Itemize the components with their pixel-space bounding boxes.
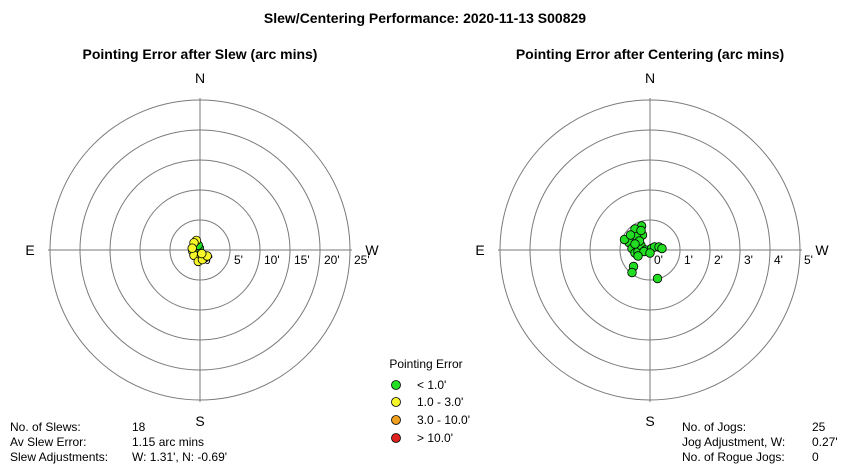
legend-label: 1.0 - 3.0'	[417, 395, 463, 409]
stat-label: No. of Rogue Jogs:	[682, 450, 785, 464]
stat-value: 1.15 arc mins	[132, 435, 204, 449]
centering-tick-label: 2'	[714, 253, 723, 267]
slew-tick-label: 25'	[354, 253, 370, 267]
legend-title: Pointing Error	[389, 357, 462, 371]
centering-south-label: S	[645, 413, 654, 429]
centering-tick-label: 3'	[744, 253, 753, 267]
legend: Pointing Error < 1.0' 1.0 - 3.0' 3.0 - 1…	[389, 357, 470, 445]
slew-south-label: S	[195, 413, 204, 429]
centering-west-label: W	[815, 242, 829, 258]
figure-title: Slew/Centering Performance: 2020-11-13 S…	[264, 10, 586, 26]
centering-plot: Pointing Error after Centering (arc mins…	[475, 46, 829, 429]
centering-data-point	[630, 239, 640, 249]
legend-item: > 10.0'	[391, 431, 453, 445]
slew-data-point	[187, 243, 197, 253]
centering-tick-label: 4'	[774, 253, 783, 267]
centering-data-point	[625, 230, 636, 240]
legend-swatch	[391, 380, 401, 390]
stat-label: Av Slew Error:	[10, 435, 86, 449]
stat-value: 18	[132, 420, 146, 434]
stat-label: No. of Slews:	[10, 420, 81, 434]
stat-label: No. of Jogs:	[682, 420, 746, 434]
legend-swatch	[391, 397, 401, 407]
slew-tick-label: 5'	[234, 253, 243, 267]
legend-swatch	[391, 415, 401, 425]
centering-data-point	[633, 251, 643, 261]
stat-value: 0.27'	[812, 435, 838, 449]
slew-data-point	[197, 248, 207, 259]
legend-swatch	[391, 433, 401, 443]
centering-east-label: E	[475, 242, 484, 258]
centering-north-label: N	[645, 70, 655, 86]
legend-label: < 1.0'	[417, 378, 446, 392]
slew-tick-label: 10'	[264, 253, 280, 267]
stat-value: 0	[812, 450, 819, 464]
centering-tick-label: 0'	[654, 253, 663, 267]
slew-tick-labels: 0'5'10'15'20'25'	[204, 253, 370, 267]
slew-points	[187, 235, 212, 267]
centering-data-point	[636, 225, 646, 236]
legend-item: < 1.0'	[391, 378, 446, 392]
centering-tick-label: 5'	[804, 253, 813, 267]
slew-tick-label: 20'	[324, 253, 340, 267]
slew-stats: No. of Slews: 18 Av Slew Error: 1.15 arc…	[10, 420, 227, 464]
legend-label: > 10.0'	[417, 431, 453, 445]
jog-stats: No. of Jogs: 25 Jog Adjustment, W: 0.27'…	[682, 420, 838, 464]
slew-plot-title: Pointing Error after Slew (arc mins)	[83, 46, 318, 62]
centering-plot-title: Pointing Error after Centering (arc mins…	[516, 46, 784, 62]
stat-value: 25	[812, 420, 826, 434]
centering-points	[619, 221, 667, 284]
stat-value: W: 1.31', N: -0.69'	[132, 450, 227, 464]
slew-north-label: N	[195, 70, 205, 86]
slew-plot: Pointing Error after Slew (arc mins) N S…	[25, 46, 379, 429]
centering-data-point	[652, 273, 663, 284]
slew-tick-label: 15'	[294, 253, 310, 267]
stat-label: Slew Adjustments:	[10, 450, 108, 464]
centering-tick-label: 1'	[684, 253, 693, 267]
centering-data-point	[645, 248, 655, 258]
centering-tick-labels: 0' 1' 2' 3' 4' 5'	[654, 253, 813, 267]
slew-west-label: W	[365, 242, 379, 258]
slew-east-label: E	[25, 242, 34, 258]
legend-item: 1.0 - 3.0'	[391, 395, 463, 409]
legend-label: 3.0 - 10.0'	[417, 413, 470, 427]
centering-data-point	[627, 267, 637, 278]
legend-item: 3.0 - 10.0'	[391, 413, 470, 427]
stat-label: Jog Adjustment, W:	[682, 435, 785, 449]
centering-data-point	[657, 243, 667, 254]
